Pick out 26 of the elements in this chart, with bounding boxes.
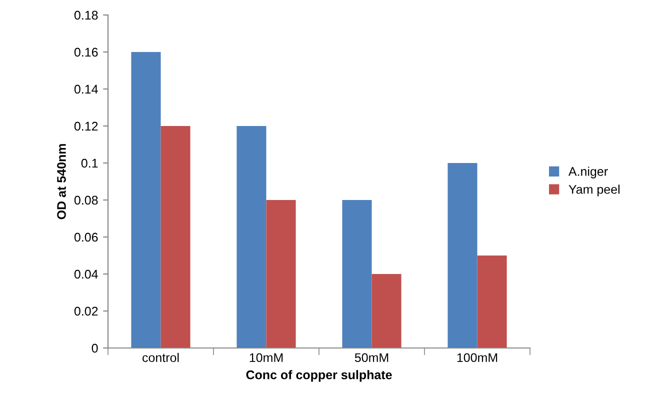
bar xyxy=(477,256,507,348)
x-tick-label: 50mM xyxy=(354,353,388,362)
y-tick-label: 0.02 xyxy=(74,306,98,316)
y-tick-label: 0.04 xyxy=(74,270,98,279)
y-tick-label: 0.16 xyxy=(74,48,98,57)
bar xyxy=(131,52,161,348)
y-tick-label: 0.06 xyxy=(74,232,98,242)
x-axis-title: Conc of copper sulphate xyxy=(246,370,392,382)
y-tick-label: 0.18 xyxy=(74,10,98,20)
bar xyxy=(236,126,266,348)
legend-label: Yam peel xyxy=(568,184,620,196)
y-tick-label: 0.12 xyxy=(74,122,98,131)
bar xyxy=(342,200,372,348)
x-tick-label: 10mM xyxy=(250,353,283,362)
y-tick-label: 0.1 xyxy=(81,158,98,168)
bar xyxy=(266,200,296,348)
y-tick-label: 0 xyxy=(92,344,98,353)
x-tick-label: control xyxy=(142,352,179,362)
y-tick-label: 0.08 xyxy=(74,196,98,205)
legend-label: A.niger xyxy=(568,166,608,178)
x-tick-label: 100mM xyxy=(457,353,498,362)
y-axis-title: OD at 540nm xyxy=(57,144,66,220)
y-tick-label: 0.14 xyxy=(74,84,98,94)
bar xyxy=(448,163,478,348)
bar xyxy=(160,126,190,348)
bar xyxy=(372,274,402,348)
